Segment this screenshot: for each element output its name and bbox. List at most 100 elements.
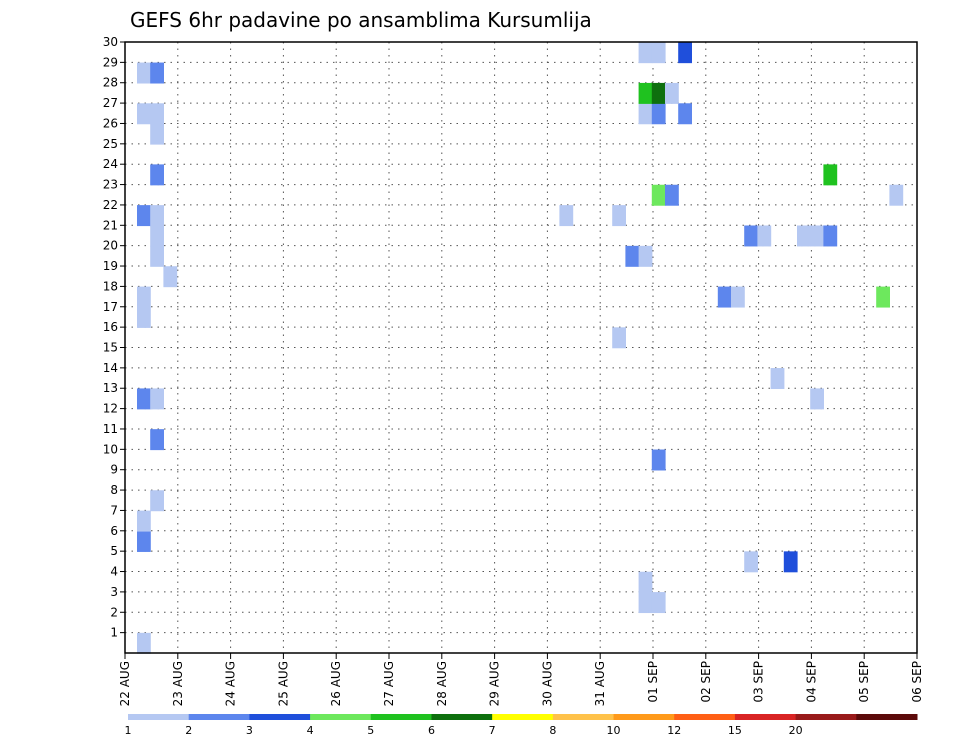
colorbar-label: 4: [307, 724, 314, 737]
colorbar-segment: [128, 714, 190, 720]
x-tick-label: 25 AUG: [276, 661, 290, 706]
ensemble-cell: [137, 62, 151, 84]
ensemble-cell: [717, 286, 732, 308]
ensemble-cell: [757, 225, 772, 247]
ensemble-cell: [559, 205, 574, 227]
ensemble-cell: [612, 327, 626, 349]
ensemble-cell: [678, 103, 692, 125]
x-tick-label: 23 AUG: [171, 661, 185, 706]
ensemble-cell: [137, 530, 151, 552]
colorbar-segment: [795, 714, 857, 720]
x-tick-label: 22 AUG: [118, 661, 132, 706]
x-tick-label: 29 AUG: [488, 661, 502, 706]
ensemble-cell: [638, 245, 653, 267]
colorbar-label: 8: [549, 724, 556, 737]
y-tick-label: 29: [103, 55, 118, 69]
ensemble-cell: [137, 632, 151, 654]
ensemble-cell: [876, 286, 890, 308]
y-tick-label: 28: [103, 76, 118, 90]
x-tick-label: 05 SEP: [857, 661, 871, 703]
y-tick-label: 18: [103, 279, 118, 293]
colorbar-segment: [188, 714, 250, 720]
ensemble-cell: [651, 592, 666, 614]
grid-lines: [125, 42, 917, 653]
y-tick-label: 8: [110, 483, 118, 497]
colorbar-label: 2: [185, 724, 192, 737]
ensemble-cell: [137, 388, 151, 410]
colorbar-label: 7: [489, 724, 496, 737]
y-tick-label: 13: [103, 381, 118, 395]
y-tick-label: 6: [110, 524, 118, 538]
colorbar-label: 12: [667, 724, 681, 737]
y-tick-label: 10: [103, 442, 118, 456]
ensemble-cell: [638, 592, 653, 614]
y-tick-label: 4: [110, 565, 118, 579]
colorbar-segment: [613, 714, 675, 720]
ensemble-cell: [638, 103, 653, 125]
ensemble-cell: [770, 368, 785, 390]
colorbar-segment: [431, 714, 493, 720]
y-tick-label: 1: [110, 626, 118, 640]
y-tick-label: 7: [110, 503, 118, 517]
x-axis: 22 AUG 23 AUG 24 AUG 25 AUG 26 AUG 27 AUG 28 A…: [118, 653, 924, 706]
x-tick-label: 26 AUG: [329, 661, 343, 706]
ensemble-cell: [665, 184, 679, 206]
colorbar-segment: [674, 714, 736, 720]
ensemble-cell: [150, 245, 164, 267]
ensemble-cell: [651, 82, 666, 104]
y-tick-label: 2: [110, 605, 118, 619]
ensemble-cell: [783, 551, 798, 573]
plot-area: [125, 42, 917, 653]
ensemble-cell: [137, 510, 151, 532]
ensemble-cell: [612, 205, 626, 227]
x-tick-label: 02 SEP: [699, 661, 713, 703]
y-tick-label: 19: [103, 259, 118, 273]
ensemble-cell: [150, 164, 164, 186]
x-tick-label: 30 AUG: [540, 661, 554, 706]
colorbar-label: 15: [728, 724, 742, 737]
ensemble-cell: [150, 388, 164, 410]
y-tick-label: 5: [110, 544, 118, 558]
ensemble-cell: [150, 103, 164, 125]
colorbar-segment: [370, 714, 432, 720]
ensemble-cell: [651, 42, 666, 64]
y-tick-label: 20: [103, 239, 118, 253]
y-tick-label: 11: [103, 422, 118, 436]
colorbar-label: 6: [428, 724, 435, 737]
ensemble-cell: [823, 164, 838, 186]
y-tick-label: 22: [103, 198, 118, 212]
ensemble-cell: [638, 42, 653, 64]
ensemble-cell: [638, 82, 653, 104]
y-tick-label: 26: [103, 116, 118, 130]
colorbar-segment: [856, 714, 918, 720]
colorbar-segment: [492, 714, 554, 720]
ensemble-cell: [651, 449, 666, 471]
y-tick-label: 15: [103, 341, 118, 355]
ensemble-cell: [150, 490, 164, 512]
ensemble-cell: [651, 184, 666, 206]
ensemble-cell: [150, 225, 164, 247]
chart-title: GEFS 6hr padavine po ansamblima Kursumli…: [130, 8, 592, 32]
ensemble-cell: [163, 266, 178, 288]
x-tick-label: 27 AUG: [382, 661, 396, 706]
colorbar-segment: [552, 714, 615, 720]
y-tick-label: 3: [110, 585, 118, 599]
ensemble-cell: [150, 62, 164, 84]
ensemble-cell: [150, 123, 164, 145]
colorbar-label: 20: [789, 724, 803, 737]
x-tick-label: 24 AUG: [224, 661, 238, 706]
y-tick-label: 23: [103, 178, 118, 192]
x-tick-label: 04 SEP: [804, 661, 818, 703]
colorbar-label: 5: [367, 724, 374, 737]
ensemble-cell: [823, 225, 838, 247]
ensemble-cell: [150, 205, 164, 227]
plot-background: [125, 42, 917, 653]
y-tick-label: 9: [110, 463, 118, 477]
ensemble-cell: [137, 286, 151, 308]
ensemble-cell: [638, 571, 653, 593]
ensemble-cell: [665, 82, 679, 104]
y-tick-label: 14: [103, 361, 118, 375]
x-tick-label: 03 SEP: [752, 661, 766, 703]
y-tick-label: 16: [103, 320, 118, 334]
